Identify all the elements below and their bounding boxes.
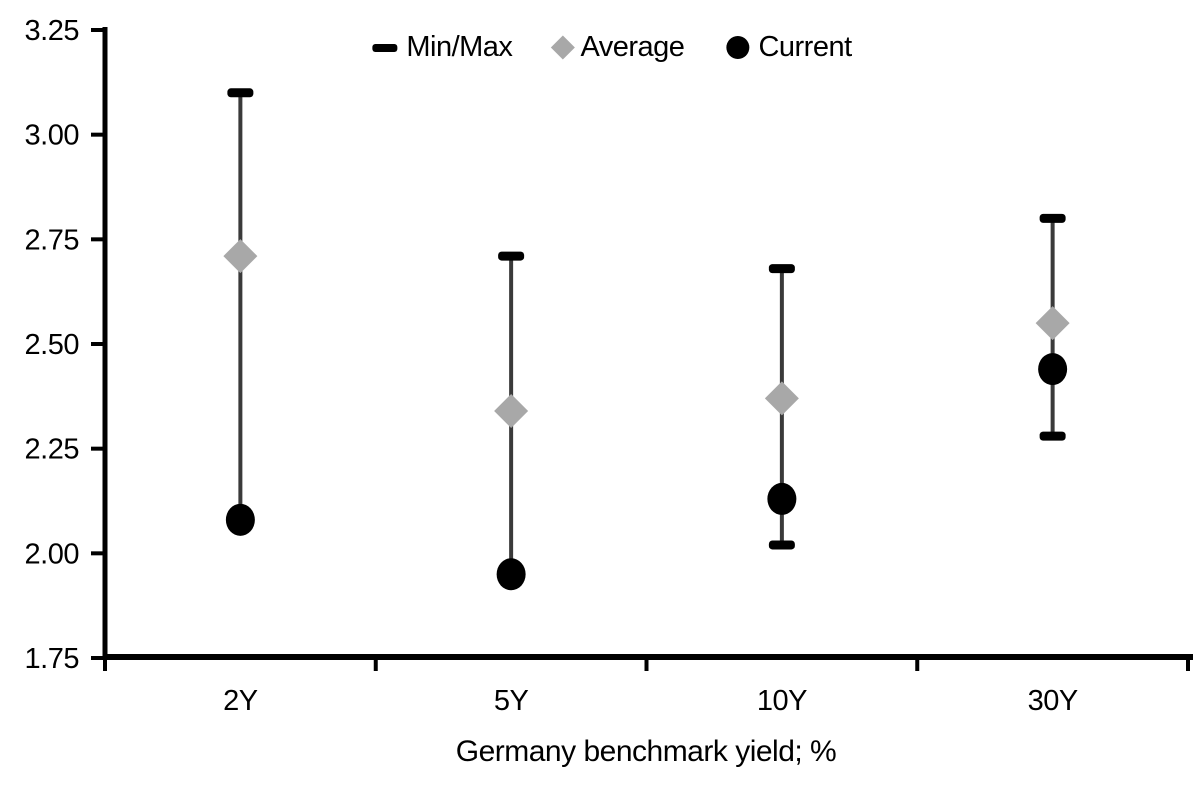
legend-item-average: Average	[550, 31, 685, 63]
y-tick-label-2.00: 2.00	[25, 538, 79, 570]
max-cap-2Y	[227, 88, 254, 98]
x-category-label-5Y: 5Y	[494, 685, 529, 717]
y-tick-label-1.75: 1.75	[25, 643, 79, 675]
current-marker-10Y	[767, 482, 797, 515]
min-cap-10Y	[768, 540, 795, 550]
current-marker-30Y	[1038, 353, 1068, 386]
chart-legend: Min/Max Average Current	[372, 31, 852, 63]
x-category-label-30Y: 30Y	[1028, 685, 1078, 717]
legend-label-average: Average	[580, 31, 685, 63]
x-category-label-2Y: 2Y	[223, 685, 258, 717]
legend-item-current: Current	[726, 31, 852, 63]
current-marker-2Y	[225, 503, 255, 536]
legend-label-min-max: Min/Max	[406, 31, 513, 63]
y-tick-label-2.50: 2.50	[25, 329, 79, 361]
min-max-dash-icon	[372, 43, 398, 52]
current-marker-5Y	[496, 558, 526, 591]
average-diamond-icon	[550, 35, 575, 60]
x-axis-title: Germany benchmark yield; %	[455, 735, 837, 768]
y-tick-label-3.00: 3.00	[25, 120, 79, 152]
max-cap-30Y	[1039, 213, 1066, 223]
y-tick-label-2.75: 2.75	[25, 224, 79, 256]
average-marker-30Y	[1035, 306, 1070, 341]
current-circle-icon	[726, 36, 750, 59]
legend-item-min-max: Min/Max	[372, 31, 513, 63]
average-marker-2Y	[223, 239, 258, 274]
min-cap-30Y	[1039, 431, 1066, 441]
average-marker-5Y	[494, 393, 529, 428]
x-category-label-10Y: 10Y	[757, 685, 807, 717]
average-marker-10Y	[764, 381, 799, 416]
y-tick-label-2.25: 2.25	[25, 434, 79, 466]
y-tick-label-3.25: 3.25	[25, 15, 79, 47]
legend-label-current: Current	[758, 31, 852, 63]
max-cap-5Y	[498, 251, 525, 261]
max-cap-10Y	[768, 264, 795, 274]
